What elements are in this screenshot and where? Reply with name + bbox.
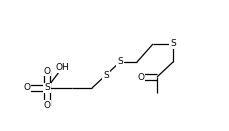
Text: O: O [43,67,50,75]
Text: OH: OH [55,64,68,72]
Text: S: S [169,40,175,48]
Text: S: S [117,58,122,67]
Text: O: O [137,72,144,81]
Text: S: S [103,70,108,80]
Text: S: S [44,83,50,92]
Text: O: O [23,83,30,92]
Text: O: O [43,100,50,110]
